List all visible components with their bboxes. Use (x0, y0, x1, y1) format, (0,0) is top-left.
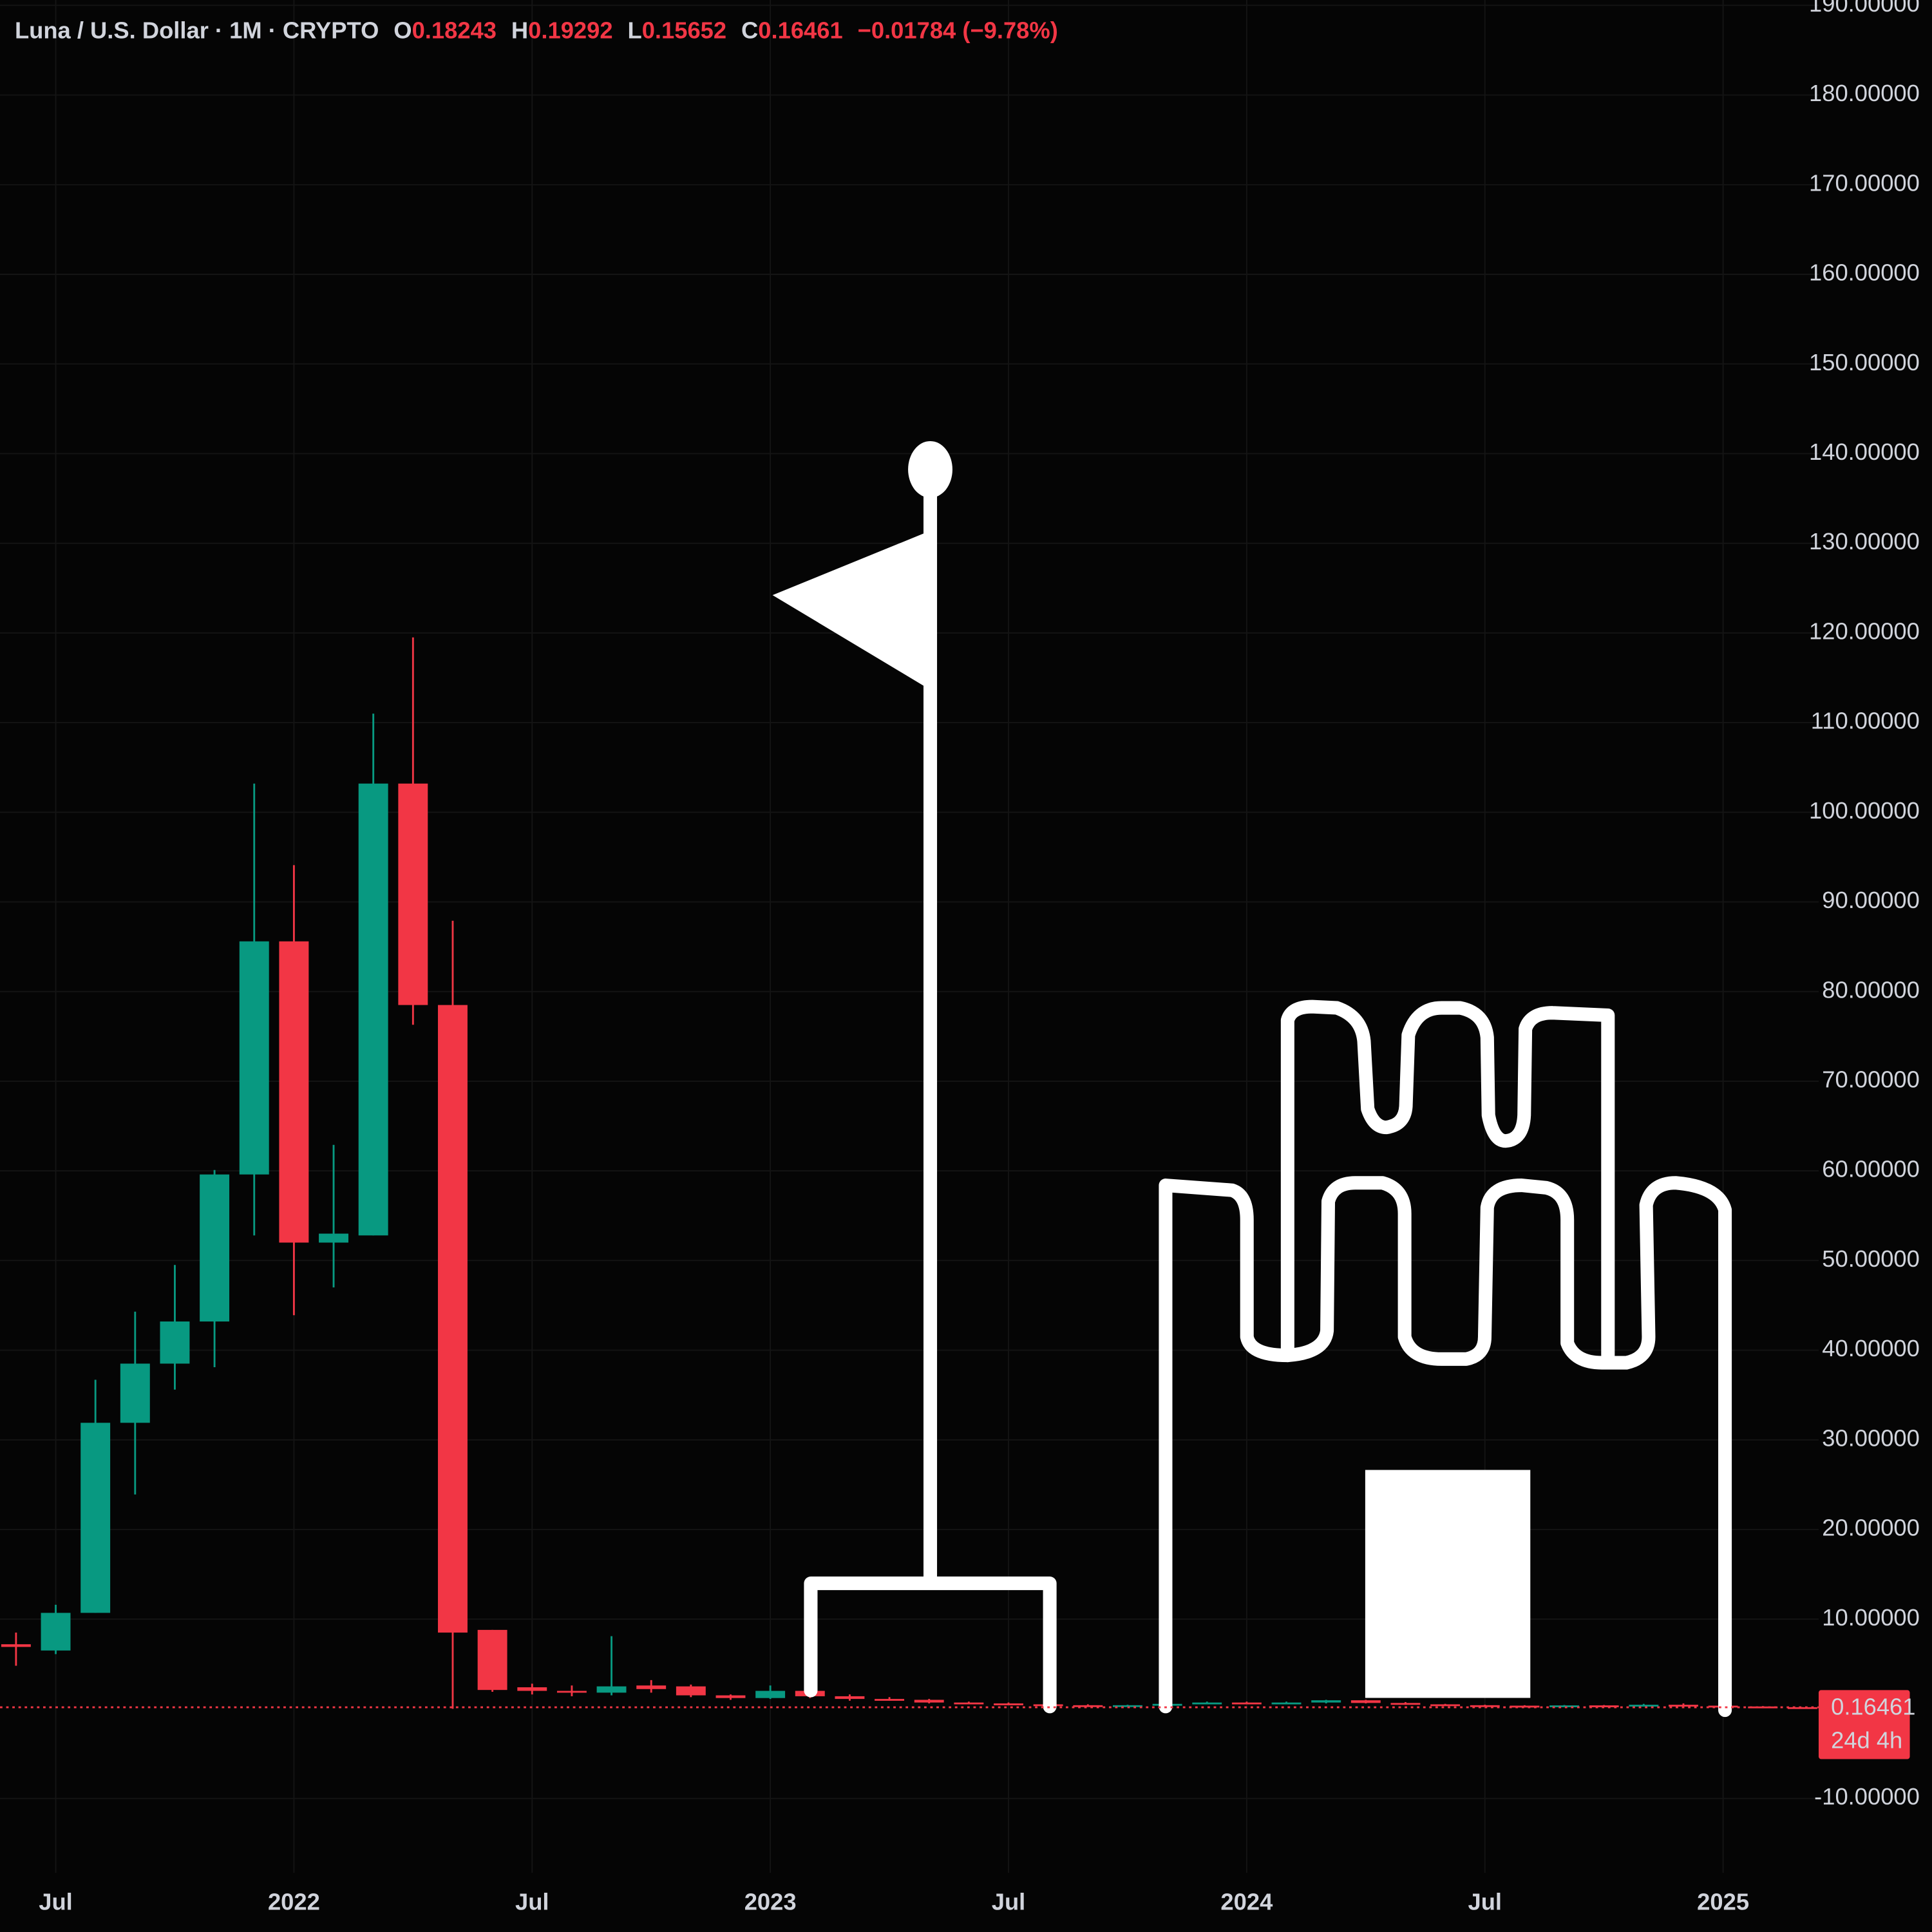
castle-door (1365, 1470, 1531, 1698)
y-tick-label: 70.00000 (1822, 1066, 1920, 1093)
ohlc-letter: C (741, 17, 758, 43)
ohlc-value: 0.16461 (758, 17, 842, 43)
ohlc-value: 0.15652 (642, 17, 726, 43)
candle-body (755, 1690, 786, 1698)
candle-body (1271, 1702, 1302, 1705)
candle-body (1192, 1702, 1222, 1705)
y-tick-label: 60.00000 (1822, 1156, 1920, 1182)
y-tick-label: 80.00000 (1822, 976, 1920, 1003)
x-tick-label: 2024 (1220, 1889, 1273, 1915)
candle-body (80, 1423, 111, 1613)
x-tick-label: 2022 (268, 1889, 320, 1915)
header: Luna / U.S. Dollar · 1M · CRYPTO O0.18243… (15, 17, 1058, 43)
y-tick-label: 190.00000 (1809, 0, 1920, 17)
y-tick-label: 40.00000 (1822, 1335, 1920, 1361)
candle-body (994, 1703, 1023, 1705)
y-tick-label: 100.00000 (1809, 797, 1920, 824)
candle-body (1, 1644, 31, 1647)
x-tick-label: Jul (992, 1889, 1026, 1915)
ohlc-value: 0.18243 (412, 17, 497, 43)
candle-body (676, 1686, 706, 1696)
y-tick-label: 180.00000 (1809, 80, 1920, 106)
candle-body (200, 1174, 230, 1322)
y-tick-label: 120.00000 (1809, 618, 1920, 644)
y-tick-label: 90.00000 (1822, 887, 1920, 913)
candle-body (715, 1695, 746, 1698)
candle-body (1430, 1704, 1461, 1707)
candle-body (1231, 1702, 1262, 1705)
candle-body (556, 1690, 587, 1693)
candle-body (41, 1613, 71, 1651)
change: −0.01784 (−9.78%) (858, 17, 1058, 43)
ohlc-letter: O (393, 17, 412, 43)
candle-body (1311, 1700, 1341, 1703)
ohlc-letter: L (628, 17, 642, 43)
candle-body (1629, 1705, 1659, 1707)
candle-body (477, 1629, 507, 1690)
candle-body (1390, 1703, 1421, 1705)
candle-body (1510, 1705, 1540, 1708)
flag-knob (908, 440, 952, 498)
y-tick-label: 20.00000 (1822, 1515, 1920, 1541)
candle-body (1669, 1705, 1698, 1707)
y-tick-label: 150.00000 (1809, 349, 1920, 375)
y-tick-label: 160.00000 (1809, 260, 1920, 286)
candle-body (517, 1687, 547, 1691)
candle-body (358, 783, 388, 1236)
candle-body (1350, 1700, 1381, 1703)
y-tick-label: 130.00000 (1809, 528, 1920, 554)
candle-body (596, 1686, 627, 1693)
candle-body (438, 1005, 468, 1633)
countdown: 24d 4h (1831, 1727, 1902, 1753)
y-tick-label: -10.00000 (1814, 1783, 1920, 1810)
x-tick-label: 2025 (1697, 1889, 1749, 1915)
x-tick-label: Jul (1468, 1889, 1502, 1915)
candle-body (875, 1699, 905, 1701)
candle-body (636, 1685, 667, 1689)
y-tick-label: 50.00000 (1822, 1245, 1920, 1272)
flag-base (804, 1577, 1057, 1714)
candle-body (954, 1702, 984, 1705)
candle-body (1112, 1705, 1142, 1707)
candle-body (835, 1696, 865, 1700)
candle-body (160, 1321, 190, 1364)
candle-body (1073, 1705, 1103, 1707)
candle-body (1787, 1707, 1817, 1709)
x-tick-label: Jul (39, 1889, 73, 1915)
candle-body (120, 1363, 150, 1423)
x-tick-label: Jul (515, 1889, 549, 1915)
candle-body (319, 1233, 348, 1243)
price-label: 0.16461 (1831, 1694, 1915, 1720)
candle-body (914, 1700, 944, 1703)
drawings (772, 440, 1732, 1718)
ohlc-letter: H (511, 17, 528, 43)
candles (1, 637, 1817, 1709)
castle-tower (1280, 999, 1615, 1363)
symbol-title: Luna / U.S. Dollar · 1M · CRYPTO (15, 17, 379, 43)
candle-body (1589, 1705, 1619, 1707)
candle-body (239, 941, 269, 1175)
y-tick-label: 10.00000 (1822, 1604, 1920, 1631)
x-tick-label: 2023 (744, 1889, 797, 1915)
y-tick-label: 30.00000 (1822, 1425, 1920, 1451)
ohlc-value: 0.19292 (528, 17, 612, 43)
y-tick-label: 170.00000 (1809, 169, 1920, 196)
candle-body (279, 941, 309, 1243)
price-label-box (1818, 1690, 1910, 1759)
candle-body (1549, 1705, 1580, 1707)
y-tick-label: 110.00000 (1811, 708, 1920, 734)
flag (772, 532, 927, 688)
candle-body (398, 783, 428, 1005)
y-tick-label: 140.00000 (1809, 439, 1920, 465)
candle-body (1470, 1705, 1500, 1707)
